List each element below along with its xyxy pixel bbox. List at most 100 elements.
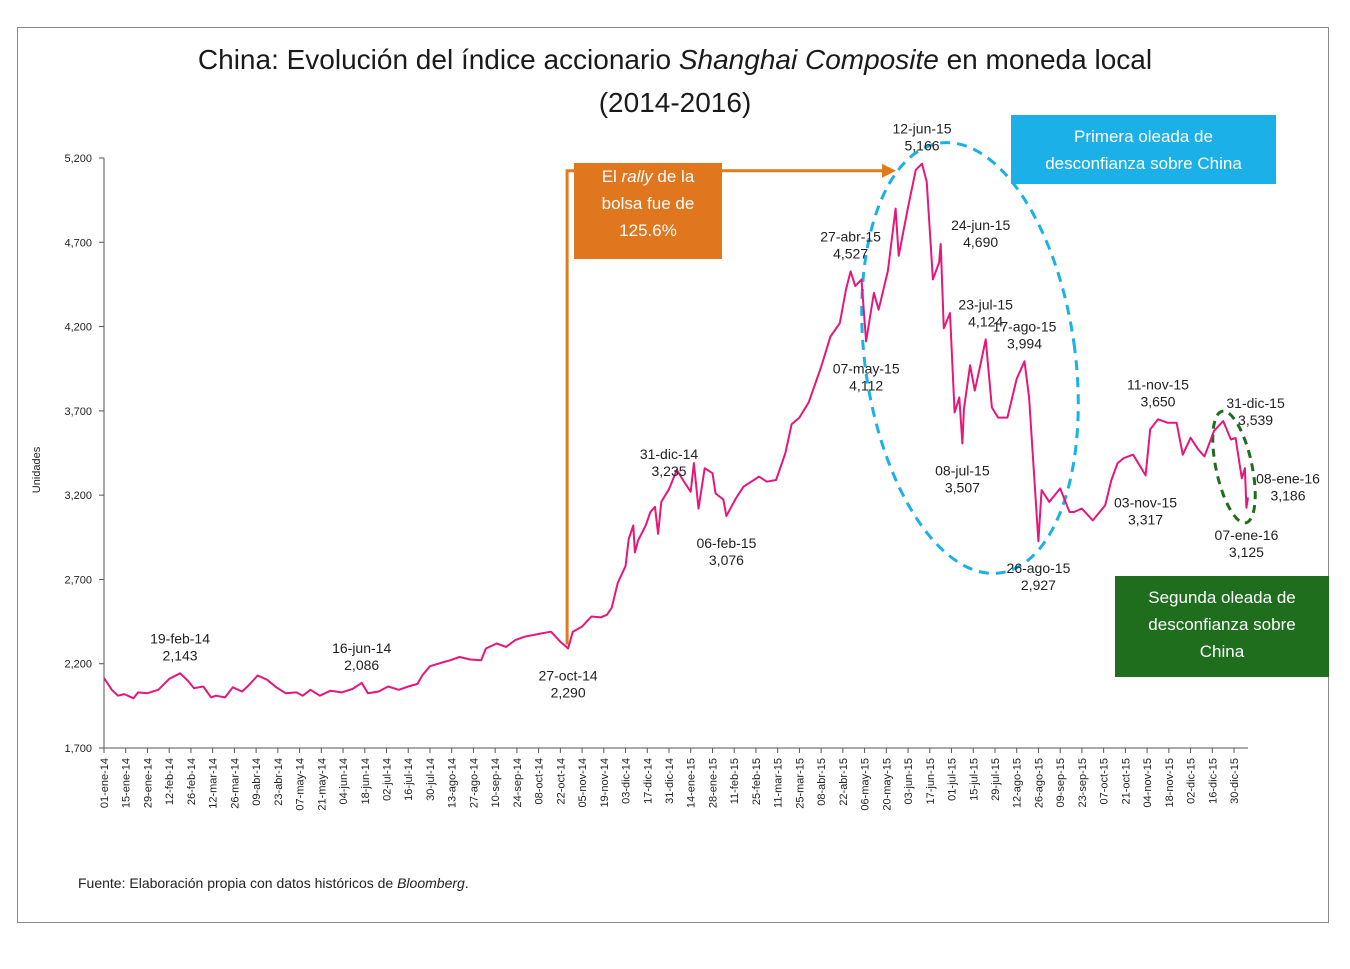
x-tick-label: 17-dic-14 bbox=[642, 758, 654, 804]
x-tick-label: 31-dic-14 bbox=[664, 758, 676, 804]
second-wave-callout: Segunda oleada de desconfianza sobre Chi… bbox=[1115, 576, 1329, 677]
annotation-value: 3,076 bbox=[709, 552, 744, 568]
annotation-value: 3,317 bbox=[1128, 511, 1163, 527]
annotation-value: 2,143 bbox=[163, 647, 198, 663]
x-tick-label: 03-dic-14 bbox=[621, 758, 633, 804]
title-text-2: en moneda local bbox=[938, 44, 1153, 75]
x-tick-label: 21-oct-15 bbox=[1120, 758, 1132, 804]
chart-frame bbox=[17, 27, 1329, 923]
annotation-date: 19-feb-14 bbox=[150, 630, 210, 646]
source-note: Fuente: Elaboración propia con datos his… bbox=[78, 875, 469, 891]
y-tick-label: 2,700 bbox=[64, 574, 92, 586]
annotation-value: 3,186 bbox=[1270, 488, 1305, 504]
rally-callout-line3: 125.6% bbox=[619, 221, 677, 240]
y-tick-label: 3,200 bbox=[64, 490, 92, 502]
y-tick-label: 3,700 bbox=[64, 406, 92, 418]
x-tick-label: 08-abr-15 bbox=[816, 758, 828, 806]
index-line bbox=[103, 162, 1249, 700]
title-text-1: China: Evolución del índice accionario bbox=[197, 44, 679, 75]
annotation-value: 3,125 bbox=[1229, 544, 1264, 560]
annotation-date: 31-dic-14 bbox=[640, 446, 699, 462]
annotation-date: 31-dic-15 bbox=[1226, 395, 1285, 411]
rally-arrowhead bbox=[882, 163, 897, 178]
x-tick-label: 25-feb-15 bbox=[751, 758, 763, 805]
x-tick-label: 29-jul-15 bbox=[990, 758, 1002, 801]
x-tick-label: 02-dic-15 bbox=[1186, 758, 1198, 804]
annotation-date: 07-may-15 bbox=[833, 360, 900, 376]
annotation-value: 3,650 bbox=[1140, 393, 1175, 409]
x-tick-label: 26-ago-15 bbox=[1033, 758, 1045, 808]
x-tick-label: 13-ago-14 bbox=[447, 758, 459, 808]
first-wave-line1: Primera oleada de bbox=[1074, 127, 1213, 146]
y-tick-label: 4,200 bbox=[64, 322, 92, 334]
title-text-italic: Shanghai Composite bbox=[678, 44, 939, 75]
second-wave-line3: China bbox=[1199, 642, 1245, 661]
rally-callout-line2: bolsa fue de bbox=[601, 194, 695, 213]
x-tick-label: 27-ago-14 bbox=[468, 758, 480, 808]
chart-subtitle: (2014-2016) bbox=[598, 87, 752, 118]
annotation-value: 3,507 bbox=[945, 479, 980, 495]
x-tick-label: 01-jul-15 bbox=[947, 758, 959, 801]
x-tick-label: 15-jul-15 bbox=[968, 758, 980, 801]
x-tick-label: 03-jun-15 bbox=[903, 758, 915, 804]
annotation-value: 4,112 bbox=[849, 377, 883, 393]
x-tick-label: 22-abr-15 bbox=[838, 758, 850, 806]
annotation-date: 08-jul-15 bbox=[935, 462, 990, 478]
annotation-date: 07-ene-16 bbox=[1215, 527, 1279, 543]
x-tick-label: 14-ene-15 bbox=[686, 758, 698, 808]
annotation-value: 3,235 bbox=[651, 463, 686, 479]
x-tick-label: 18-nov-15 bbox=[1164, 758, 1176, 808]
x-tick-label: 25-mar-15 bbox=[794, 758, 806, 809]
x-tick-label: 30-jul-14 bbox=[425, 758, 437, 801]
x-tick-label: 11-feb-15 bbox=[729, 758, 741, 804]
annotation-date: 16-jun-14 bbox=[332, 640, 391, 656]
x-tick-label: 12-feb-14 bbox=[164, 758, 176, 805]
second-wave-line2: desconfianza sobre bbox=[1148, 615, 1296, 634]
annotation-date: 08-ene-16 bbox=[1256, 471, 1320, 487]
x-tick-label: 10-sep-14 bbox=[490, 758, 502, 808]
second-wave-ellipse bbox=[1211, 409, 1257, 525]
annotation-date: 23-jul-15 bbox=[958, 296, 1013, 312]
y-tick-label: 1,700 bbox=[64, 743, 92, 755]
annotation-value: 4,124 bbox=[968, 313, 1003, 329]
rally-callout: El rally de la bolsa fue de 125.6% bbox=[574, 163, 722, 259]
rally-callout-line1: El rally de la bbox=[601, 167, 695, 186]
x-tick-label: 11-mar-15 bbox=[773, 758, 785, 808]
first-wave-line2: desconfianza sobre China bbox=[1045, 154, 1242, 173]
annotation-date: 26-ago-15 bbox=[1007, 560, 1071, 576]
x-tick-label: 18-jun-14 bbox=[360, 758, 372, 804]
y-tick-label: 4,700 bbox=[64, 237, 92, 249]
x-tick-label: 16-dic-15 bbox=[1207, 758, 1219, 804]
x-tick-label: 04-jun-14 bbox=[338, 758, 350, 804]
first-wave-callout: Primera oleada de desconfianza sobre Chi… bbox=[1011, 115, 1276, 184]
chart-title: China: Evolución del índice accionario S… bbox=[0, 44, 1350, 76]
rally-arrow bbox=[565, 169, 887, 645]
x-tick-label: 28-ene-15 bbox=[707, 758, 719, 808]
x-tick-label: 05-nov-14 bbox=[577, 758, 589, 808]
x-tick-label: 26-feb-14 bbox=[186, 758, 198, 805]
x-tick-label: 23-abr-14 bbox=[273, 758, 285, 806]
annotation-value: 4,527 bbox=[833, 245, 868, 261]
x-tick-label: 19-nov-14 bbox=[599, 758, 611, 808]
x-tick-label: 16-jul-14 bbox=[403, 758, 415, 801]
x-tick-label: 26-mar-14 bbox=[229, 758, 241, 809]
x-tick-label: 02-jul-14 bbox=[382, 758, 394, 801]
annotation-value: 2,290 bbox=[551, 685, 586, 701]
x-tick-label: 23-sep-15 bbox=[1077, 758, 1089, 808]
annotation-date: 06-feb-15 bbox=[696, 535, 756, 551]
x-tick-label: 21-may-14 bbox=[316, 758, 328, 811]
annotation-value: 3,539 bbox=[1238, 412, 1273, 428]
x-tick-label: 09-abr-14 bbox=[251, 758, 263, 806]
annotation-date: 11-nov-15 bbox=[1127, 376, 1189, 392]
y-axis-label: Unidades bbox=[31, 446, 43, 493]
annotation-date: 27-oct-14 bbox=[539, 668, 598, 684]
annotation-date: 17-ago-15 bbox=[993, 318, 1057, 334]
x-tick-label: 01-ene-14 bbox=[99, 758, 111, 808]
y-tick-label: 2,200 bbox=[64, 659, 92, 671]
y-tick-label: 5,200 bbox=[64, 153, 92, 165]
annotation-value: 2,927 bbox=[1021, 577, 1056, 593]
x-tick-label: 20-may-15 bbox=[881, 758, 893, 811]
second-wave-line1: Segunda oleada de bbox=[1148, 588, 1296, 607]
x-tick-label: 12-mar-14 bbox=[208, 758, 220, 809]
